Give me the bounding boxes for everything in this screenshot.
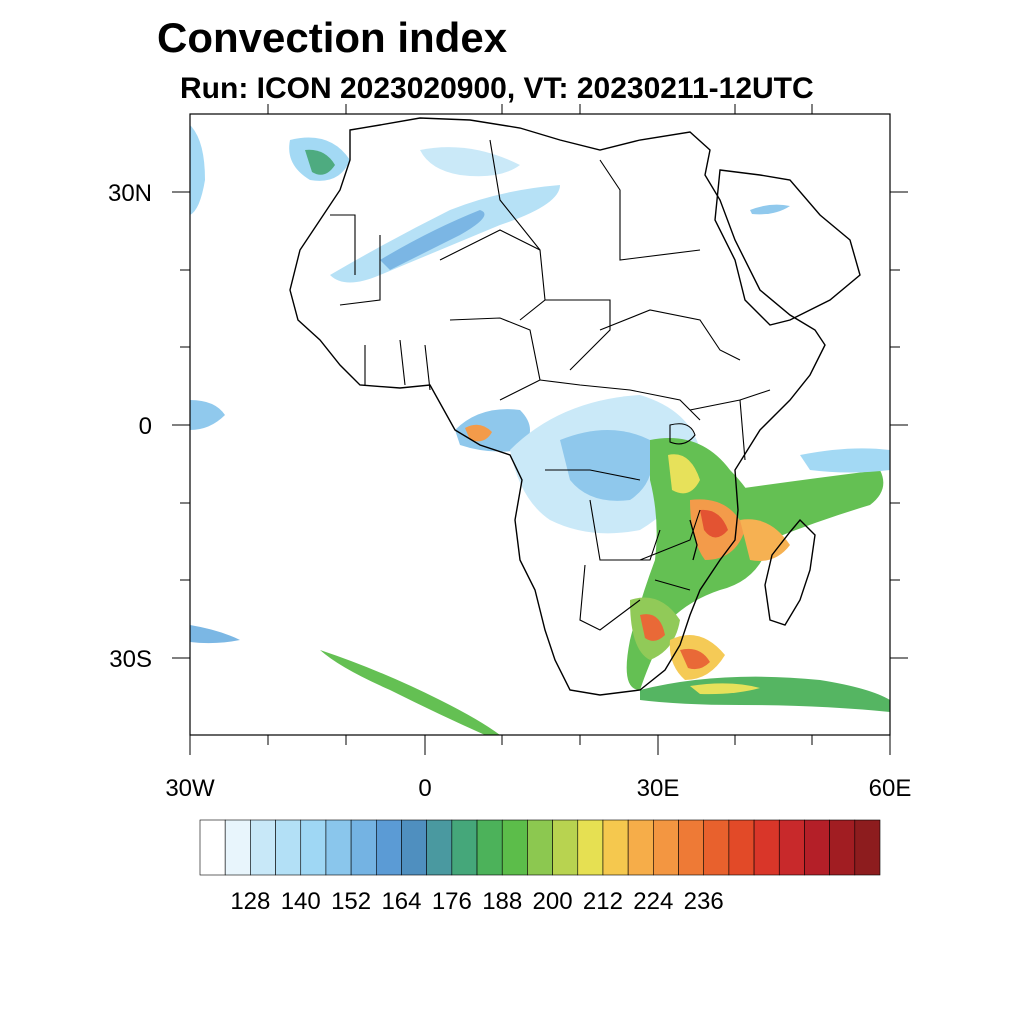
africa-coastline [289,117,826,696]
colorbar-tick-label: 200 [532,888,573,915]
colorbar-swatch [350,819,377,876]
colorbar-swatch [375,819,402,876]
colorbar [199,819,881,876]
colorbar-tick-label: 188 [482,888,523,915]
run-subtitle: Run: ICON 2023020900, VT: 20230211-12UTC [180,72,814,105]
shading-blob [800,448,890,473]
lat-label-30n: 30N [107,180,152,207]
colorbar-swatch [224,819,251,876]
colorbar-swatch [401,819,427,876]
colorbar-tick-label: 212 [582,888,623,915]
map-plot-area [190,117,890,735]
lat-label-0: 0 [138,413,152,440]
shading-blob [420,147,520,177]
shading-blob [750,204,790,215]
colorbar-swatch [426,819,453,876]
colorbar-tick-label: 224 [633,888,674,915]
madagascar-coastline [764,518,816,626]
colorbar-swatch [829,819,856,876]
colorbar-tick-label: 176 [431,888,472,915]
colorbar-swatch [325,819,352,876]
colorbar-swatch [728,819,755,876]
shading-blob [190,125,205,215]
colorbar-swatch [451,819,478,876]
shading-blob [730,470,884,540]
axis-ticks [172,104,908,755]
lake-malawi [689,519,698,561]
shading-blob [690,683,760,695]
shading-blob [668,454,700,494]
colorbar-swatch [199,819,226,876]
colorbar-swatch [753,819,780,876]
colorbar-tick-label: 128 [230,888,271,915]
colorbar-swatch [653,819,679,876]
colorbar-swatch [552,819,579,876]
shading-blob [700,509,728,538]
convection-shading [190,125,890,735]
country-borders [330,139,771,631]
colorbar-swatch [501,819,528,876]
lake-victoria [669,423,696,445]
colorbar-swatch [778,819,805,876]
shading-blob [640,676,890,712]
colorbar-swatch [602,819,629,876]
colorbar-swatch [476,819,503,876]
colorbar-swatch [250,819,276,876]
colorbar-swatch [678,819,705,876]
arabia-coastline [714,169,861,326]
shading-blob [465,424,492,442]
colorbar-tick-label: 140 [280,888,321,915]
lon-label-30e: 30E [636,775,680,802]
colorbar-tick-label: 236 [683,888,724,915]
lon-label-0: 0 [418,775,432,802]
shading-blob [640,614,665,641]
colorbar-swatch [275,819,302,876]
shading-blob [190,625,240,644]
shading-blob [320,650,500,735]
shading-blob [740,519,790,561]
shading-blob [305,149,335,175]
colorbar-swatch [627,819,654,876]
colorbar-swatch [577,819,604,876]
colorbar-swatch [527,819,553,876]
shading-blob [190,400,225,430]
shading-blob [680,648,710,670]
colorbar-tick-label: 152 [331,888,372,915]
colorbar-swatch [854,819,881,876]
lat-label-30s: 30S [109,646,152,673]
colorbar-swatch [703,819,730,876]
colorbar-swatch [300,819,327,876]
colorbar-swatch [804,819,830,876]
shading-blob [380,210,485,270]
colorbar-tick-label: 164 [381,888,422,915]
lon-label-60e: 60E [868,775,912,802]
shading-blob [560,430,653,501]
lon-label-30w: 30W [165,775,215,802]
map-title: Convection index [157,14,508,61]
